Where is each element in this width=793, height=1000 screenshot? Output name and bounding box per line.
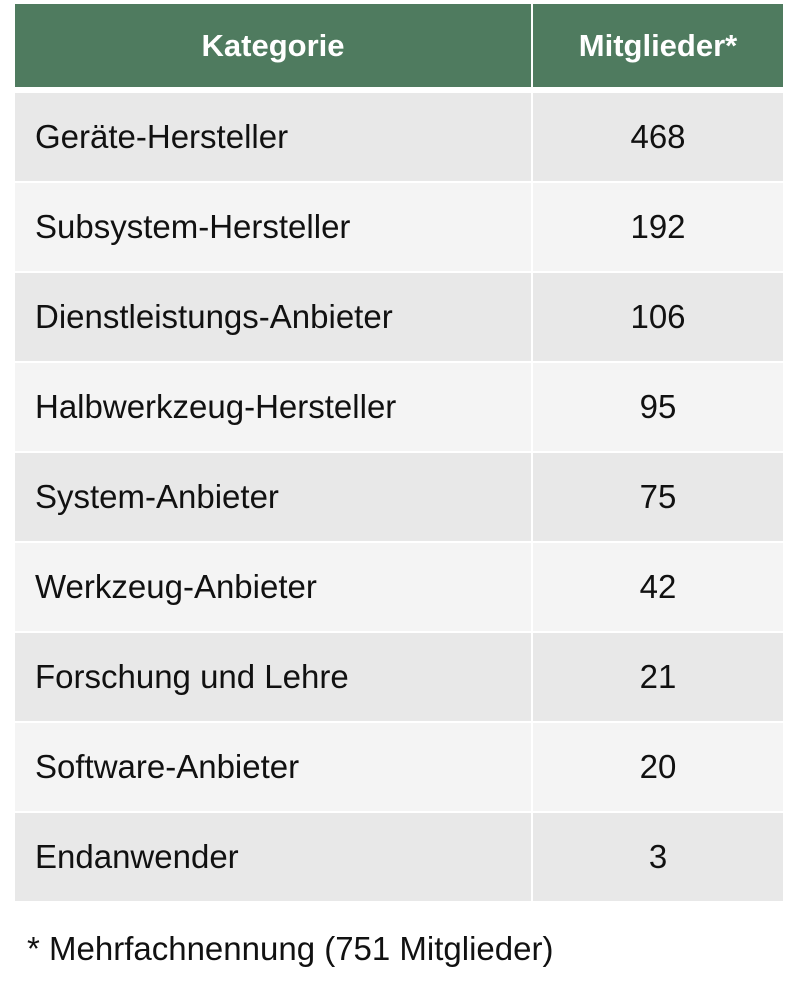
table-row: Subsystem-Hersteller 192 — [15, 183, 783, 271]
footnote: * Mehrfachnennung (751 Mitglieder) — [27, 930, 554, 967]
table-row: Halbwerkzeug-Hersteller 95 — [15, 363, 783, 451]
table-row: System-Anbieter 75 — [15, 453, 783, 541]
table-row: Dienstleistungs-Anbieter 106 — [15, 273, 783, 361]
members-table: Kategorie Mitglieder* Geräte-Hersteller … — [15, 4, 783, 901]
category-cell: Forschung und Lehre — [15, 633, 531, 721]
members-cell: 192 — [533, 183, 783, 271]
members-cell: 468 — [533, 93, 783, 181]
table-row: Forschung und Lehre 21 — [15, 633, 783, 721]
table-row: Software-Anbieter 20 — [15, 723, 783, 811]
members-cell: 95 — [533, 363, 783, 451]
category-cell: Halbwerkzeug-Hersteller — [15, 363, 531, 451]
table-row: Endanwender 3 — [15, 813, 783, 901]
column-header-members: Mitglieder* — [533, 4, 783, 87]
column-header-category: Kategorie — [15, 4, 531, 87]
members-cell: 20 — [533, 723, 783, 811]
table-row: Werkzeug-Anbieter 42 — [15, 543, 783, 631]
members-cell: 106 — [533, 273, 783, 361]
category-cell: Geräte-Hersteller — [15, 93, 531, 181]
category-cell: System-Anbieter — [15, 453, 531, 541]
members-cell: 75 — [533, 453, 783, 541]
category-cell: Subsystem-Hersteller — [15, 183, 531, 271]
category-cell: Endanwender — [15, 813, 531, 901]
category-cell: Software-Anbieter — [15, 723, 531, 811]
category-cell: Werkzeug-Anbieter — [15, 543, 531, 631]
table-header-row: Kategorie Mitglieder* — [15, 4, 783, 87]
table-row: Geräte-Hersteller 468 — [15, 93, 783, 181]
members-cell: 21 — [533, 633, 783, 721]
members-cell: 3 — [533, 813, 783, 901]
category-cell: Dienstleistungs-Anbieter — [15, 273, 531, 361]
members-cell: 42 — [533, 543, 783, 631]
